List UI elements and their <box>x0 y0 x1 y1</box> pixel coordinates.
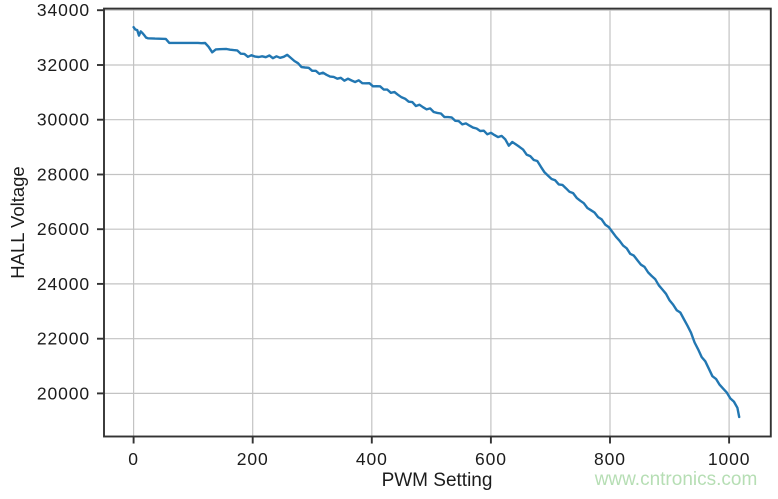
svg-text:24000: 24000 <box>37 274 90 294</box>
svg-text:32000: 32000 <box>37 55 90 75</box>
svg-text:800: 800 <box>594 449 626 469</box>
svg-text:HALL Voltage: HALL Voltage <box>7 166 28 278</box>
svg-text:22000: 22000 <box>37 329 90 349</box>
svg-text:1000: 1000 <box>708 449 751 469</box>
svg-text:28000: 28000 <box>37 165 90 185</box>
svg-text:34000: 34000 <box>37 0 90 20</box>
svg-text:20000: 20000 <box>37 383 90 403</box>
svg-text:PWM Setting: PWM Setting <box>382 470 493 491</box>
svg-text:600: 600 <box>475 449 507 469</box>
svg-text:30000: 30000 <box>37 110 90 130</box>
svg-text:0: 0 <box>128 449 139 469</box>
svg-text:www.cntronics.com: www.cntronics.com <box>594 469 758 490</box>
svg-text:200: 200 <box>237 449 269 469</box>
svg-text:26000: 26000 <box>37 219 90 239</box>
svg-text:400: 400 <box>356 449 388 469</box>
